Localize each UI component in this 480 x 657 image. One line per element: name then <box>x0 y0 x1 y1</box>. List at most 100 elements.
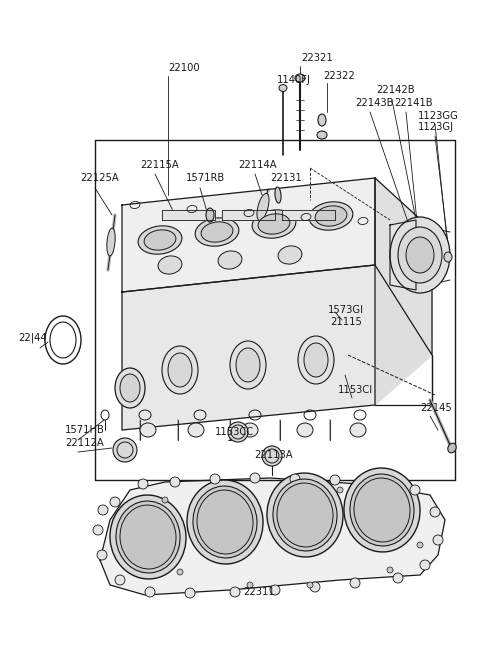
Ellipse shape <box>344 468 420 552</box>
Ellipse shape <box>138 226 182 254</box>
Ellipse shape <box>120 374 140 402</box>
Ellipse shape <box>393 573 403 583</box>
Ellipse shape <box>444 252 452 262</box>
Ellipse shape <box>430 507 440 517</box>
Text: 1123GJ: 1123GJ <box>418 122 454 132</box>
Ellipse shape <box>230 587 240 597</box>
Ellipse shape <box>201 222 233 242</box>
Ellipse shape <box>273 479 337 551</box>
Ellipse shape <box>93 525 103 535</box>
Ellipse shape <box>138 479 148 489</box>
Polygon shape <box>122 265 375 430</box>
Ellipse shape <box>317 131 327 139</box>
Polygon shape <box>375 265 432 405</box>
Ellipse shape <box>277 483 333 547</box>
Ellipse shape <box>433 535 443 545</box>
Text: 1140FJ: 1140FJ <box>277 75 311 85</box>
Ellipse shape <box>206 208 214 222</box>
Text: 22115A: 22115A <box>140 160 179 170</box>
Ellipse shape <box>267 473 343 557</box>
Ellipse shape <box>115 368 145 408</box>
Ellipse shape <box>247 582 253 588</box>
Ellipse shape <box>162 497 168 503</box>
Ellipse shape <box>210 474 220 484</box>
Polygon shape <box>282 210 335 220</box>
Ellipse shape <box>410 485 420 495</box>
Ellipse shape <box>98 505 108 515</box>
Ellipse shape <box>297 423 313 437</box>
Ellipse shape <box>310 582 320 592</box>
Polygon shape <box>122 178 375 292</box>
Ellipse shape <box>113 438 137 462</box>
Ellipse shape <box>193 486 257 558</box>
Ellipse shape <box>398 227 442 283</box>
Ellipse shape <box>218 251 242 269</box>
Ellipse shape <box>354 478 410 542</box>
Ellipse shape <box>230 341 266 389</box>
Polygon shape <box>162 210 215 220</box>
Text: 1571HB: 1571HB <box>65 425 105 435</box>
Ellipse shape <box>97 550 107 560</box>
Ellipse shape <box>162 346 198 394</box>
Ellipse shape <box>295 74 305 82</box>
Ellipse shape <box>262 446 282 466</box>
Ellipse shape <box>298 336 334 384</box>
Ellipse shape <box>250 473 260 483</box>
Ellipse shape <box>158 256 182 274</box>
Text: 22114A: 22114A <box>238 160 276 170</box>
Ellipse shape <box>337 487 343 493</box>
Ellipse shape <box>110 495 186 579</box>
Text: 21115: 21115 <box>330 317 362 327</box>
Text: 22321: 22321 <box>301 53 333 63</box>
Ellipse shape <box>270 585 280 595</box>
Text: 22311: 22311 <box>243 587 275 597</box>
Ellipse shape <box>197 490 253 554</box>
Text: 22131: 22131 <box>270 173 302 183</box>
Ellipse shape <box>304 343 328 377</box>
Polygon shape <box>390 220 416 290</box>
Ellipse shape <box>309 202 353 230</box>
Ellipse shape <box>370 478 380 488</box>
Ellipse shape <box>350 578 360 588</box>
Ellipse shape <box>110 497 120 507</box>
Text: 22145: 22145 <box>420 403 452 413</box>
Ellipse shape <box>212 497 218 503</box>
Ellipse shape <box>257 193 269 221</box>
Text: 1153CC: 1153CC <box>215 427 254 437</box>
Ellipse shape <box>350 423 366 437</box>
Ellipse shape <box>315 206 347 226</box>
Ellipse shape <box>170 477 180 487</box>
Ellipse shape <box>279 85 287 91</box>
Ellipse shape <box>448 443 456 453</box>
Ellipse shape <box>307 582 313 588</box>
Text: 1123GG: 1123GG <box>418 111 459 121</box>
Text: 22322: 22322 <box>323 71 355 81</box>
Text: 22125A: 22125A <box>80 173 119 183</box>
Ellipse shape <box>377 495 383 501</box>
Text: 22141B: 22141B <box>394 98 432 108</box>
Ellipse shape <box>140 423 156 437</box>
Ellipse shape <box>228 422 248 442</box>
Ellipse shape <box>116 501 180 573</box>
Ellipse shape <box>168 353 192 387</box>
Ellipse shape <box>258 214 290 234</box>
Polygon shape <box>100 478 445 595</box>
Ellipse shape <box>185 588 195 598</box>
Polygon shape <box>375 178 432 355</box>
Ellipse shape <box>107 228 115 256</box>
Ellipse shape <box>350 474 414 546</box>
Text: 22113A: 22113A <box>254 450 293 460</box>
Polygon shape <box>222 210 275 220</box>
Ellipse shape <box>290 474 300 484</box>
Ellipse shape <box>406 237 434 273</box>
Ellipse shape <box>390 217 450 293</box>
Ellipse shape <box>195 218 239 246</box>
Text: 1571RB: 1571RB <box>186 173 225 183</box>
Ellipse shape <box>145 587 155 597</box>
Ellipse shape <box>236 348 260 382</box>
Text: 22142B: 22142B <box>376 85 415 95</box>
Ellipse shape <box>330 475 340 485</box>
Ellipse shape <box>252 210 296 238</box>
Text: 22112A: 22112A <box>65 438 104 448</box>
Ellipse shape <box>242 423 258 437</box>
